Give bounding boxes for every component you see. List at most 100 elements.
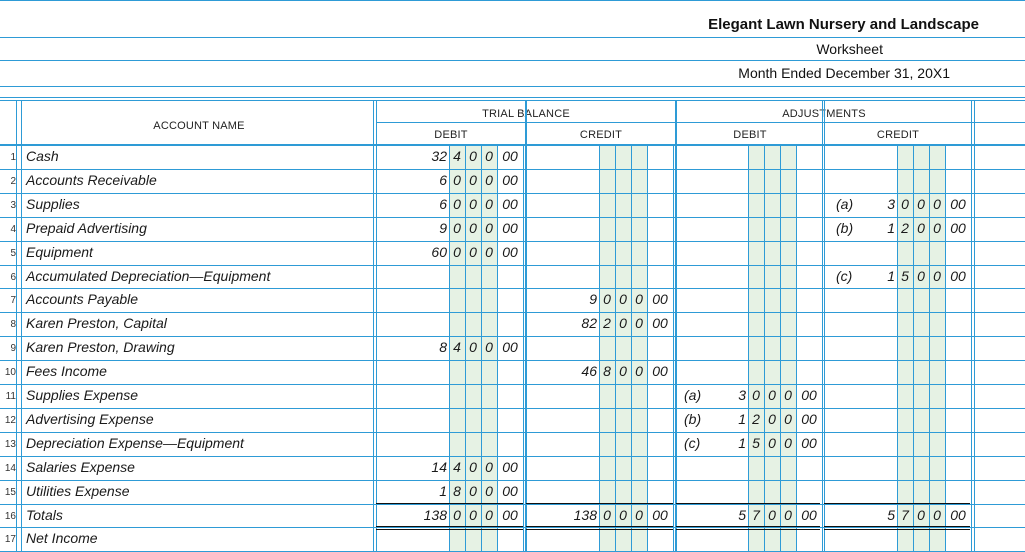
amount-digit: 0: [469, 148, 477, 164]
double-rule: [676, 526, 820, 527]
column-line: [525, 100, 526, 552]
account-name: Supplies Expense: [26, 387, 139, 403]
amount-lead: 3: [887, 196, 895, 212]
amount-digit: 2: [603, 315, 611, 331]
amount-cents: 00: [502, 507, 518, 523]
row-number: 12: [4, 415, 16, 426]
digit-line: [631, 145, 632, 552]
amount-digit: 5: [901, 268, 909, 284]
column-line: [376, 100, 377, 552]
digit-line: [929, 145, 930, 552]
digit-line: [780, 145, 781, 552]
amount-digit: 0: [485, 172, 493, 188]
row-line: [0, 456, 1025, 457]
account-name: Karen Preston, Drawing: [26, 339, 175, 355]
row-line: [0, 432, 1025, 433]
adjustment-ref: (a): [836, 196, 854, 212]
row-number: 15: [4, 487, 16, 498]
amount-digit: 0: [933, 268, 941, 284]
amount-lead: 60: [431, 244, 447, 260]
row-number: 16: [4, 511, 16, 522]
amount-digit: 0: [784, 435, 792, 451]
row-number: 7: [10, 295, 16, 306]
account-name: Prepaid Advertising: [26, 220, 147, 236]
adjustment-ref: (a): [684, 387, 702, 403]
amount-cents: 00: [502, 196, 518, 212]
row-line: [0, 504, 1025, 505]
row-line: [0, 169, 1025, 170]
account-name: Equipment: [26, 244, 93, 260]
amount-cents: 00: [502, 459, 518, 475]
amount-digit: 0: [768, 411, 776, 427]
amount-digit: 0: [453, 507, 461, 523]
amount-digit: 2: [752, 411, 760, 427]
amount-cents: 00: [652, 363, 668, 379]
amount-lead: 9: [439, 220, 447, 236]
row-number: 17: [4, 534, 16, 545]
amount-lead: 5: [887, 507, 895, 523]
column-line: [526, 100, 527, 552]
amount-lead: 1: [738, 411, 746, 427]
amount-digit: 0: [635, 315, 643, 331]
account-name: Depreciation Expense—Equipment: [26, 435, 244, 451]
digit-line: [481, 145, 482, 552]
digit-line: [913, 145, 914, 552]
amount-lead: 46: [581, 363, 597, 379]
amount-cents: 00: [502, 220, 518, 236]
amount-digit: 0: [917, 220, 925, 236]
amount-digit: 5: [752, 435, 760, 451]
account-name-header: ACCOUNT NAME: [153, 120, 245, 132]
digit-line: [465, 145, 466, 552]
amount-digit: 4: [453, 339, 461, 355]
double-rule: [526, 529, 673, 530]
digit-band: [748, 145, 796, 552]
rule-line: [0, 37, 1025, 38]
column-line: [675, 100, 676, 552]
rule-line: [0, 60, 1025, 61]
digit-band: [599, 145, 647, 552]
digit-band: [897, 145, 945, 552]
digit-line: [764, 145, 765, 552]
digit-line: [822, 145, 823, 552]
double-rule: [824, 529, 970, 530]
amount-digit: 0: [485, 459, 493, 475]
row-line: [0, 145, 1025, 146]
account-name: Accumulated Depreciation—Equipment: [26, 268, 271, 284]
column-line: [16, 100, 17, 552]
account-name: Supplies: [26, 196, 80, 212]
column-line: [373, 100, 374, 552]
report-title: Worksheet: [816, 41, 883, 57]
adj-credit-header: CREDIT: [876, 129, 920, 141]
double-rule: [376, 526, 523, 527]
amount-digit: 0: [933, 507, 941, 523]
column-line: [824, 100, 825, 552]
amount-digit: 0: [784, 507, 792, 523]
amount-digit: 0: [917, 507, 925, 523]
amount-digit: 4: [453, 148, 461, 164]
header-bottom-line: [0, 144, 1025, 145]
amount-digit: 0: [453, 244, 461, 260]
amount-cents: 00: [950, 268, 966, 284]
amount-lead: 8: [439, 339, 447, 355]
adjustment-ref: (c): [684, 435, 701, 451]
amount-digit: 0: [917, 268, 925, 284]
row-line: [0, 217, 1025, 218]
amount-digit: 0: [619, 291, 627, 307]
amount-digit: 8: [453, 483, 461, 499]
report-period: Month Ended December 31, 20X1: [738, 65, 950, 81]
amount-lead: 1: [439, 483, 447, 499]
total-rule: [526, 503, 673, 504]
amount-digit: 0: [635, 291, 643, 307]
adjustments-header: ADJUSTMENTS: [676, 108, 972, 120]
row-number: 9: [10, 343, 16, 354]
amount-digit: 0: [469, 459, 477, 475]
rule-line: [0, 97, 1025, 98]
amount-lead: 32: [431, 148, 447, 164]
amount-lead: 138: [573, 507, 597, 523]
digit-line: [523, 145, 524, 552]
amount-digit: 0: [619, 507, 627, 523]
digit-line: [971, 145, 972, 552]
rule-line: [0, 86, 1025, 87]
amount-digit: 0: [469, 483, 477, 499]
row-number: 11: [5, 391, 16, 402]
